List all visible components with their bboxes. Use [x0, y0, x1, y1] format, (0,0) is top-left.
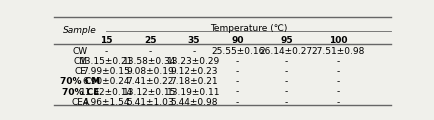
- Text: -: -: [285, 87, 288, 96]
- Text: 15: 15: [100, 36, 113, 45]
- Text: 26.14±0.27: 26.14±0.27: [260, 47, 313, 56]
- Text: 6.90±0.24: 6.90±0.24: [82, 77, 130, 86]
- Text: 9.12±0.23: 9.12±0.23: [170, 67, 217, 76]
- Text: -: -: [285, 67, 288, 76]
- Text: 5.44±0.98: 5.44±0.98: [170, 98, 217, 107]
- Text: CEA: CEA: [71, 98, 89, 107]
- Text: 13.15±0.21: 13.15±0.21: [80, 57, 133, 66]
- Text: 35: 35: [187, 36, 200, 45]
- Text: -: -: [337, 77, 340, 86]
- Text: Temperature (℃): Temperature (℃): [210, 24, 287, 33]
- Text: 13.19±0.11: 13.19±0.11: [167, 87, 220, 96]
- Text: CE: CE: [74, 67, 86, 76]
- Text: -: -: [236, 87, 239, 96]
- Text: 9.08±0.19: 9.08±0.19: [126, 67, 174, 76]
- Text: 7.99±0.15: 7.99±0.15: [82, 67, 130, 76]
- Text: -: -: [337, 98, 340, 107]
- Text: CM: CM: [73, 57, 87, 66]
- Text: 27.51±0.98: 27.51±0.98: [312, 47, 365, 56]
- Text: -: -: [192, 47, 195, 56]
- Text: -: -: [236, 67, 239, 76]
- Text: 13.58±0.34: 13.58±0.34: [123, 57, 177, 66]
- Text: 25.55±0.16: 25.55±0.16: [211, 47, 264, 56]
- Text: -: -: [148, 47, 152, 56]
- Text: 13.12±0.15: 13.12±0.15: [123, 87, 177, 96]
- Text: 95: 95: [280, 36, 293, 45]
- Text: 11.42±0.14: 11.42±0.14: [80, 87, 133, 96]
- Text: 7.18±0.21: 7.18±0.21: [170, 77, 217, 86]
- Text: CW: CW: [73, 47, 88, 56]
- Text: 7.41±0.22: 7.41±0.22: [126, 77, 174, 86]
- Text: 4.96±1.54: 4.96±1.54: [82, 98, 130, 107]
- Text: -: -: [285, 98, 288, 107]
- Text: -: -: [236, 57, 239, 66]
- Text: -: -: [105, 47, 108, 56]
- Text: -: -: [337, 87, 340, 96]
- Text: 90: 90: [231, 36, 244, 45]
- Text: Sample: Sample: [63, 26, 97, 35]
- Text: -: -: [337, 57, 340, 66]
- Text: 70% CE: 70% CE: [62, 87, 99, 96]
- Text: -: -: [236, 98, 239, 107]
- Text: 25: 25: [144, 36, 156, 45]
- Text: 13.23±0.29: 13.23±0.29: [167, 57, 220, 66]
- Text: 70% CM: 70% CM: [60, 77, 100, 86]
- Text: -: -: [337, 67, 340, 76]
- Text: 100: 100: [329, 36, 348, 45]
- Text: -: -: [285, 57, 288, 66]
- Text: -: -: [236, 77, 239, 86]
- Text: -: -: [285, 77, 288, 86]
- Text: 5.41±1.03: 5.41±1.03: [126, 98, 174, 107]
